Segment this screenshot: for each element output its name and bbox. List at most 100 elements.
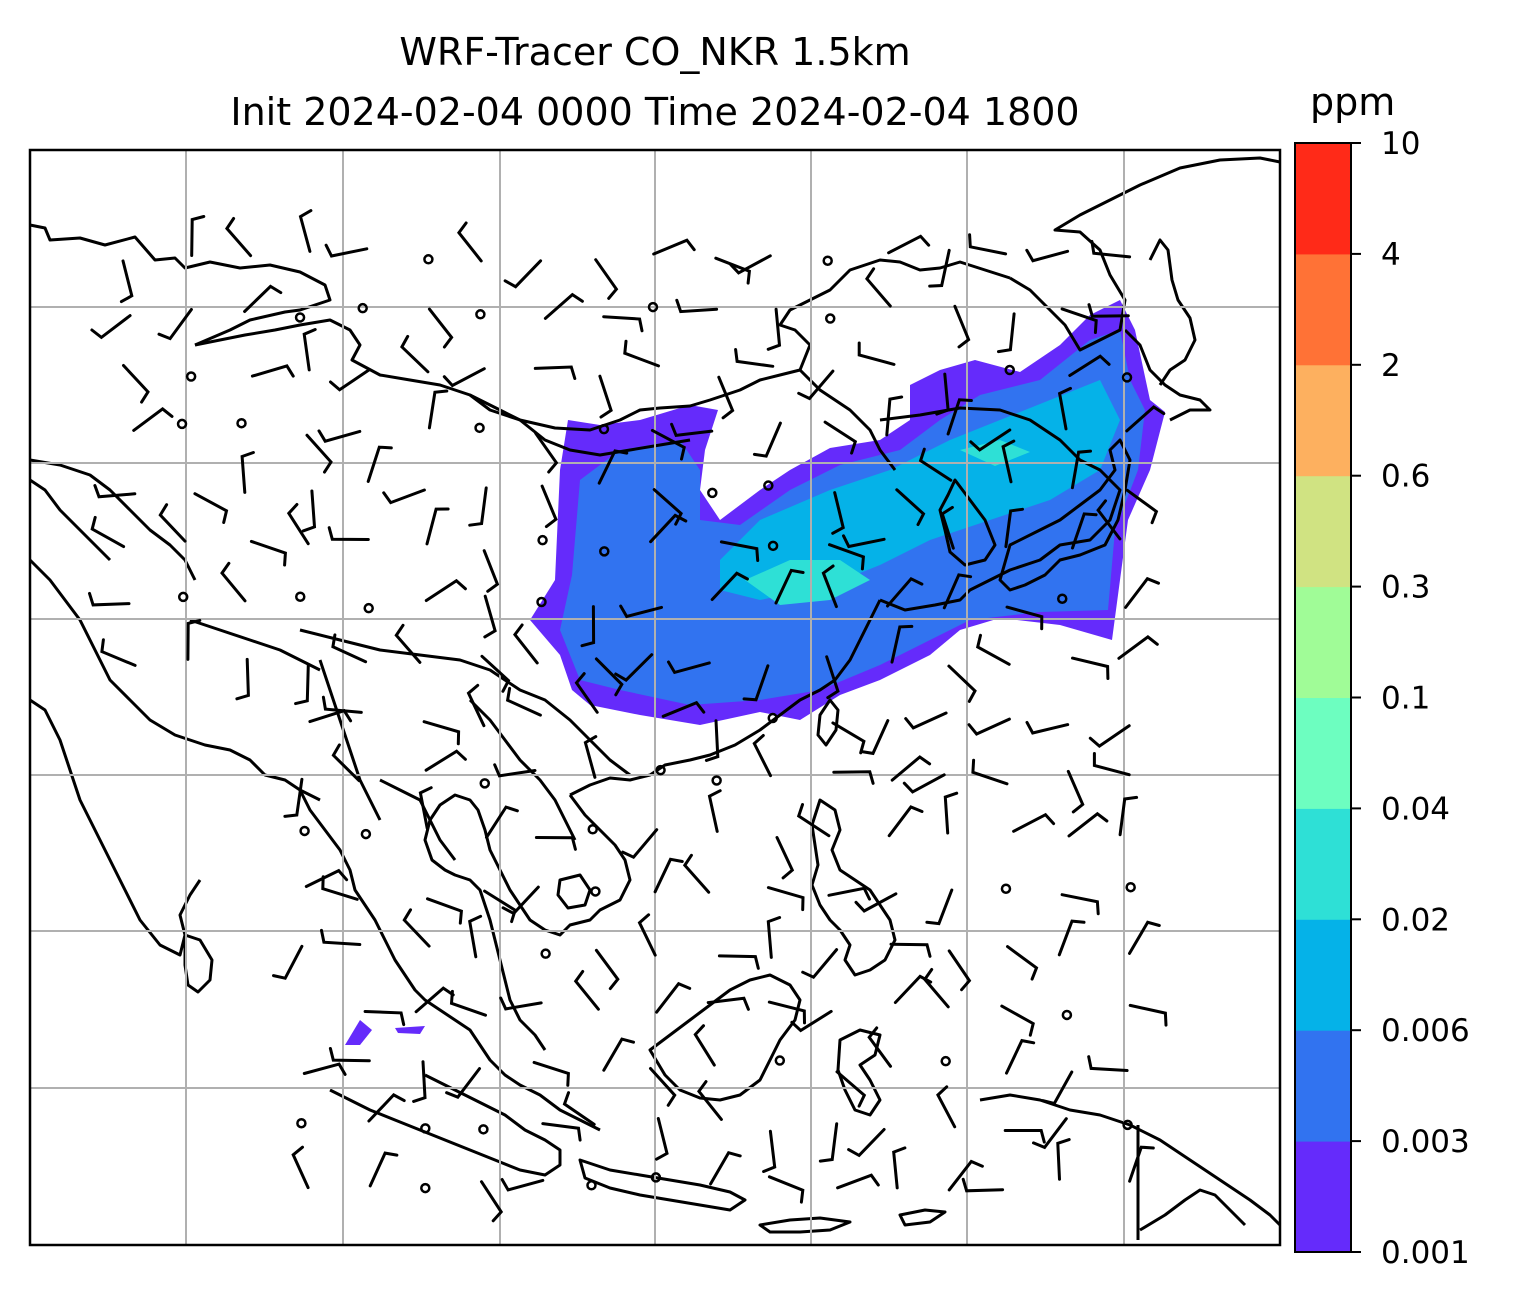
wind-barb [328,1047,371,1063]
wind-barb [697,1080,723,1121]
wind-barb [1128,920,1161,955]
wind-barb [88,591,131,607]
wind-calm-circle [423,254,434,265]
wind-barb [594,657,624,697]
wind-calm-circle [711,775,722,786]
wind-calm-circle [296,1117,307,1129]
wind-barb [594,948,620,991]
wind-barb [836,1173,880,1190]
wind-calm-circle [590,886,601,897]
wind-barb [766,916,782,959]
wind-barb [1057,919,1086,957]
wind-barb [890,755,932,782]
wind-barb [890,624,914,664]
coastline-north-asia [29,223,332,347]
map-title-line2: Init 2024-02-04 0000 Time 2024-02-04 180… [230,90,1080,134]
wind-barb [119,259,134,304]
wind-barb [710,571,749,601]
wind-barb [1000,1004,1035,1037]
wind-barb [367,1093,406,1123]
wind-calm-circle [586,1180,597,1191]
wind-barb [1090,239,1132,259]
wind-barb [1060,893,1100,916]
wind-barb [1087,303,1130,318]
wind-barb [847,1128,886,1158]
wind-barb [513,623,539,665]
wind-calm-circle [479,778,491,789]
wind-calm-circle [598,423,610,435]
wind-barb [742,664,770,702]
wind-barb [425,507,450,546]
wind-calm-circle [655,764,666,776]
wind-barb [580,605,596,648]
wind-barb [243,284,283,313]
coastline-india [28,558,321,802]
wind-barb [331,633,368,664]
wind-barb [1087,1055,1129,1072]
wind-barb [818,1122,839,1163]
wind-barb [1070,449,1092,490]
wind-barb [1003,1129,1046,1144]
coastline-borneo [648,973,802,1102]
colorbar-tick-label: 4 [1381,237,1401,273]
wind-barb [650,428,686,461]
wind-barb [424,749,467,772]
coastline-newguinea-south [1139,1188,1247,1232]
wind-calm-circle [767,712,779,724]
colorbar-segment [1295,1141,1351,1253]
border-himalaya [189,618,321,672]
wind-barb [132,407,174,432]
wind-barb [997,312,1016,354]
wind-calm-circle [420,1123,431,1134]
wind-barb [100,638,137,667]
wind-barb [707,789,722,833]
wind-barb [250,364,295,378]
wind-barb [859,719,890,756]
wind-barb [885,395,904,437]
wind-calm-circle [763,480,774,491]
wind-calm-circle [360,828,372,840]
colorbar-tick-label: 2 [1381,348,1401,384]
map-frame [28,148,1282,1247]
coastline-china-east [569,599,882,797]
wind-calm-circle [822,255,833,266]
wind-barb [621,828,659,860]
colorbar-segment [1295,143,1351,255]
wind-calm-circle [540,948,551,959]
wind-barb [1060,307,1098,334]
wind-barb [532,1060,570,1087]
wind-calm-circle [295,591,306,602]
colorbar-tick-label: 0.3 [1381,570,1430,606]
wind-barb [1066,769,1085,814]
colorbar-segment [1295,1030,1351,1142]
wind-barb [402,908,431,948]
wind-barb [947,664,977,703]
wind-barb [602,1037,635,1072]
wind-barb [1125,488,1159,525]
wind-barb [1057,386,1072,431]
border-kazakh-russia [194,258,1011,432]
wind-barb [652,488,683,526]
coastline-sumatra [329,1073,562,1177]
wind-barb [728,254,772,275]
wind-barb [294,663,310,706]
wind-barb [505,686,542,717]
wind-barb [886,576,924,608]
wind-barb [298,209,313,253]
wind-barb [540,484,558,529]
wind-barb [717,375,735,420]
wind-barb [825,655,840,700]
wind-barb [422,720,461,746]
wind-barb [918,447,953,482]
wind-barb [426,897,463,925]
plume-patch-small [345,1020,372,1045]
wind-barb [1032,1117,1068,1150]
wind-barb [240,451,255,494]
wind-calm-circle [1125,881,1136,893]
wind-calm-circle [294,312,306,323]
wind-barb [480,1180,504,1223]
wind-barb [828,543,865,571]
wind-barb [457,221,483,263]
wind-calm-circle [824,313,836,324]
